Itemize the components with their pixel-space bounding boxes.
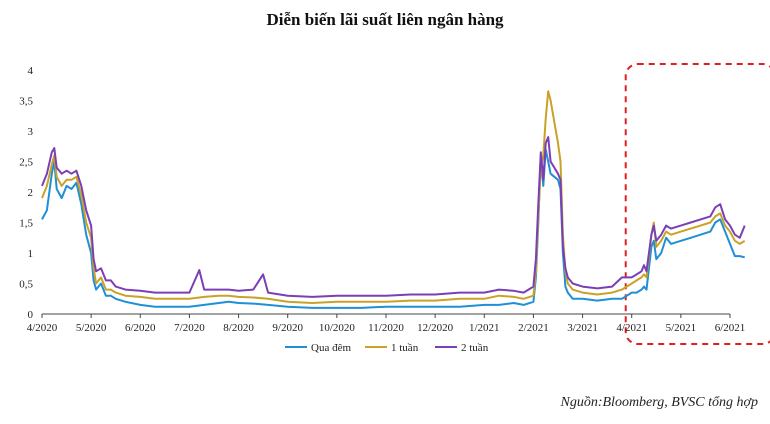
x-tick-label: 2/2021 xyxy=(518,322,549,334)
y-tick-label: 2,5 xyxy=(19,157,33,169)
y-tick-label: 1,5 xyxy=(19,218,33,230)
x-tick-label: 9/2020 xyxy=(272,322,303,334)
source-note: Nguồn:Bloomberg, BVSC tổng hợp xyxy=(560,395,759,410)
chart-legend: Qua đêm 1 tuần 2 tuần xyxy=(285,342,489,354)
y-tick-label: 3 xyxy=(28,126,34,138)
x-tick-label: 10/2020 xyxy=(319,322,356,334)
x-tick-label: 6/2020 xyxy=(125,322,156,334)
y-tick-label: 2 xyxy=(28,187,34,199)
x-axis-ticks: 4/2020 5/2020 6/2020 7/2020 8/2020 9/2020 10/2… xyxy=(27,322,746,334)
x-tick-label: 8/2020 xyxy=(223,322,254,334)
legend-label: 1 tuần xyxy=(391,342,419,354)
chart-title: Diễn biến lãi suất liên ngân hàng xyxy=(266,10,504,29)
chart-axes xyxy=(41,313,731,318)
x-tick-label: 6/2021 xyxy=(715,322,746,334)
highlight-box xyxy=(624,63,770,345)
x-tick-label: 12/2020 xyxy=(417,322,454,334)
series-line-0 xyxy=(41,148,745,309)
x-tick-label: 7/2020 xyxy=(174,322,205,334)
x-tick-label: 5/2021 xyxy=(666,322,697,334)
y-tick-label: 0,5 xyxy=(19,279,33,291)
chart-series xyxy=(41,90,746,309)
x-tick-label: 3/2021 xyxy=(567,322,598,334)
y-tick-label: 0 xyxy=(28,309,34,321)
x-tick-label: 4/2021 xyxy=(616,322,647,334)
y-tick-label: 4 xyxy=(28,65,34,77)
highlight-rect xyxy=(624,63,770,345)
legend-label: Qua đêm xyxy=(311,342,351,354)
y-axis-ticks: 0 0,5 1 1,5 2 2,5 3 3,5 4 xyxy=(19,65,33,321)
x-tick-label: 5/2020 xyxy=(76,322,107,334)
y-tick-label: 3,5 xyxy=(19,96,33,108)
series-line-2 xyxy=(41,136,746,298)
x-tick-label: 11/2020 xyxy=(368,322,404,334)
legend-label: 2 tuần xyxy=(461,342,489,354)
x-tick-label: 1/2021 xyxy=(469,322,500,334)
y-tick-label: 1 xyxy=(28,248,34,260)
x-tick-label: 4/2020 xyxy=(27,322,58,334)
series-line-1 xyxy=(41,90,746,304)
